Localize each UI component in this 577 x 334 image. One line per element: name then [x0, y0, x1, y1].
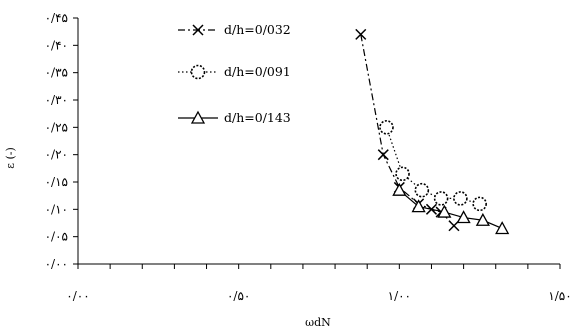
- x-ticks: ۰/۰۰ ۰/۵۰ ۱/۰۰ ۱/۵۰: [66, 264, 572, 303]
- y-ticks: ۰/۰۰ ۰/۰۵ ۰/۱۰ ۰/۱۵ ۰/۲۰ ۰/۲۵ ۰/۳۰ ۰/۳۵ ۰/۴۰ ۰/۴۵: [45, 11, 78, 271]
- y-tick-label: ۰/۴۵: [45, 11, 68, 25]
- y-tick-label: ۰/۳۵: [45, 66, 68, 80]
- data-point-marker: [392, 182, 407, 196]
- data-point-marker: [472, 196, 487, 212]
- data-point-marker: [475, 212, 490, 226]
- x-tick-label: ۰/۰۰: [66, 289, 89, 303]
- x-tick-label: ۱/۵۰: [548, 289, 571, 303]
- data-point-marker: [414, 182, 430, 198]
- x-axis: ۰/۰۰ ۰/۵۰ ۱/۰۰ ۱/۵۰: [66, 263, 572, 303]
- data-point-marker: [377, 149, 389, 161]
- y-tick-label: ۰/۴۰: [45, 38, 68, 52]
- data-point-marker: [395, 166, 410, 182]
- data-point-marker: [411, 199, 426, 213]
- data-point-marker: [456, 210, 471, 224]
- legend-marker: [190, 64, 206, 80]
- legend-item: d/h=0/091: [178, 64, 291, 80]
- legend: d/h=0/032 d/h=0/091 d/h=0/143: [178, 22, 291, 125]
- series-2: [379, 120, 487, 212]
- data-point-marker: [379, 120, 394, 135]
- legend-item: d/h=0/032: [178, 22, 291, 37]
- data-point-marker: [355, 28, 367, 40]
- series-3: [392, 182, 510, 235]
- legend-marker: [192, 24, 204, 36]
- x-tick-label: ۱/۰۰: [388, 289, 411, 303]
- y-tick-label: ۰/۲۰: [45, 148, 68, 162]
- data-point-marker: [433, 191, 449, 206]
- y-tick-label: ۰/۰۰: [45, 257, 68, 271]
- y-tick-label: ۰/۰۵: [45, 230, 68, 244]
- x-axis-title: ωdN: [305, 316, 331, 329]
- legend-label: d/h=0/032: [224, 22, 291, 37]
- y-axis-title: ε (-): [4, 147, 17, 169]
- y-tick-label: ۰/۳۰: [45, 93, 68, 107]
- data-point-marker: [453, 191, 468, 206]
- legend-label: d/h=0/143: [224, 110, 291, 125]
- y-tick-label: ۰/۱۰: [45, 202, 68, 216]
- y-axis: ۰/۰۰ ۰/۰۵ ۰/۱۰ ۰/۱۵ ۰/۲۰ ۰/۲۵ ۰/۳۰ ۰/۳۵ ۰/۴۰ ۰/۴۵: [45, 11, 79, 271]
- data-point-marker: [437, 204, 452, 218]
- x-tick-label: ۰/۵۰: [227, 289, 250, 303]
- legend-item: d/h=0/143: [178, 110, 291, 125]
- legend-marker: [190, 110, 206, 124]
- series-layer: [355, 28, 510, 235]
- legend-label: d/h=0/091: [224, 64, 291, 79]
- y-tick-label: ۰/۲۵: [45, 120, 68, 134]
- y-tick-label: ۰/۱۵: [45, 175, 68, 189]
- series-line: [385, 127, 480, 205]
- data-point-marker: [495, 221, 510, 235]
